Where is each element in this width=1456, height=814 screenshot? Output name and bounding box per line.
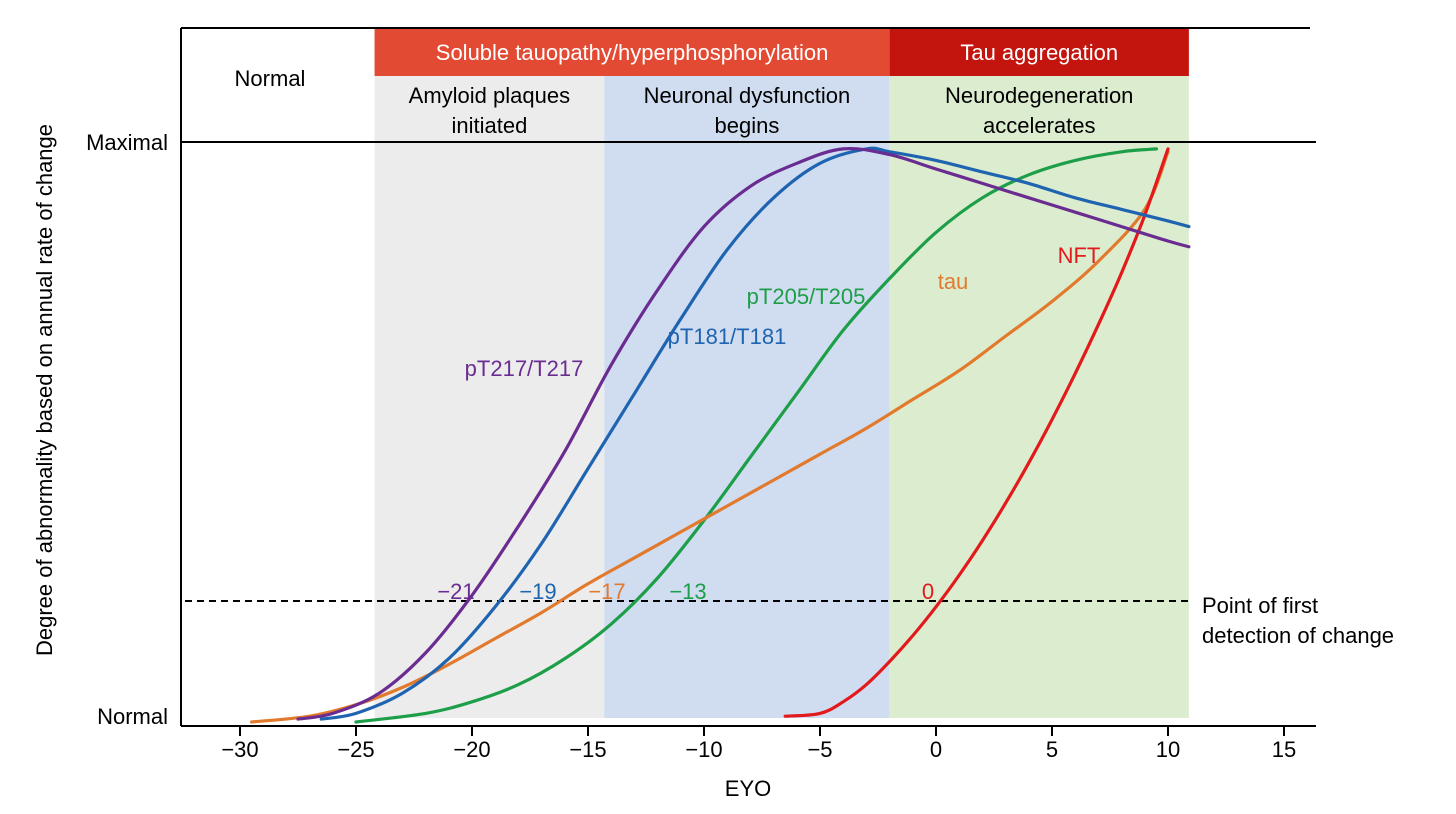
x-tick-label: 5 xyxy=(1046,737,1058,762)
x-ticks: −30 −25 −20 −15 −10 −5 0 5 10 15 xyxy=(221,726,1296,762)
series-label-pt217-t217: pT217/T217 xyxy=(465,356,584,381)
series-line-pt217-t217 xyxy=(296,146,1191,721)
first-detection-nft: 0 xyxy=(922,579,934,604)
series-label-tau: tau xyxy=(938,269,969,294)
region-label-amyloid-line2: initiated xyxy=(451,113,527,138)
y-axis-label: Degree of abnormality based on annual ra… xyxy=(32,124,57,656)
region-neurodegeneration xyxy=(889,76,1189,718)
x-axis-label: EYO xyxy=(725,776,771,801)
x-tick-label: 0 xyxy=(930,737,942,762)
region-amyloid xyxy=(374,76,605,718)
x-tick-label: −25 xyxy=(337,737,374,762)
x-tick-label: −5 xyxy=(807,737,832,762)
series-line-pt181-t181 xyxy=(319,146,1191,721)
normal-phase-label: Normal xyxy=(235,66,306,91)
first-detection-labels: −21 −19 −17 −13 0 xyxy=(437,579,934,604)
x-tick-label: −20 xyxy=(453,737,490,762)
y-tick-maximal: Maximal xyxy=(86,130,168,155)
region-label-amyloid-line1: Amyloid plaques xyxy=(409,83,570,108)
y-tick-normal: Normal xyxy=(97,704,168,729)
threshold-label-line1: Point of first xyxy=(1202,593,1318,618)
series-lines xyxy=(250,146,1191,724)
first-detection-pt217-t217: −21 xyxy=(437,579,474,604)
phase-bar-label-aggregation: Tau aggregation xyxy=(960,40,1118,65)
phase-bars: Soluble tauopathy/hyperphosphorylation Ta… xyxy=(374,29,1189,76)
x-tick-label: −10 xyxy=(685,737,722,762)
region-label-neurodegeneration-line1: Neurodegeneration xyxy=(945,83,1133,108)
series-label-pt205-t205: pT205/T205 xyxy=(747,284,866,309)
region-label-neuronal-line2: begins xyxy=(714,113,779,138)
x-tick-label: 15 xyxy=(1272,737,1296,762)
series-label-pt181-t181: pT181/T181 xyxy=(668,324,787,349)
first-detection-pt181-t181: −19 xyxy=(519,579,556,604)
phase-bar-soluble xyxy=(374,29,890,76)
first-detection-tau: −17 xyxy=(588,579,625,604)
series-line-tau xyxy=(250,150,1170,724)
phase-bar-aggregation xyxy=(889,29,1189,76)
x-tick-label: −15 xyxy=(569,737,606,762)
region-labels: Amyloid plaques initiated Neuronal dysfunc… xyxy=(409,83,1134,138)
series-line-pt205-t205 xyxy=(354,147,1158,724)
x-tick-label: 10 xyxy=(1156,737,1180,762)
x-tick-label: −30 xyxy=(221,737,258,762)
first-detection-pt205-t205: −13 xyxy=(669,579,706,604)
threshold-label-line2: detection of change xyxy=(1202,623,1394,648)
series-line-nft xyxy=(783,147,1170,718)
background-regions xyxy=(374,76,1189,718)
region-label-neurodegeneration-line2: accelerates xyxy=(983,113,1096,138)
series-label-nft: NFT xyxy=(1058,243,1101,268)
series-labels: pT217/T217 pT181/T181 tau pT205/T205 NFT xyxy=(465,243,1101,381)
phase-bar-label-soluble: Soluble tauopathy/hyperphosphorylation xyxy=(436,40,829,65)
region-neuronal xyxy=(604,76,890,718)
region-label-neuronal-line1: Neuronal dysfunction xyxy=(644,83,851,108)
